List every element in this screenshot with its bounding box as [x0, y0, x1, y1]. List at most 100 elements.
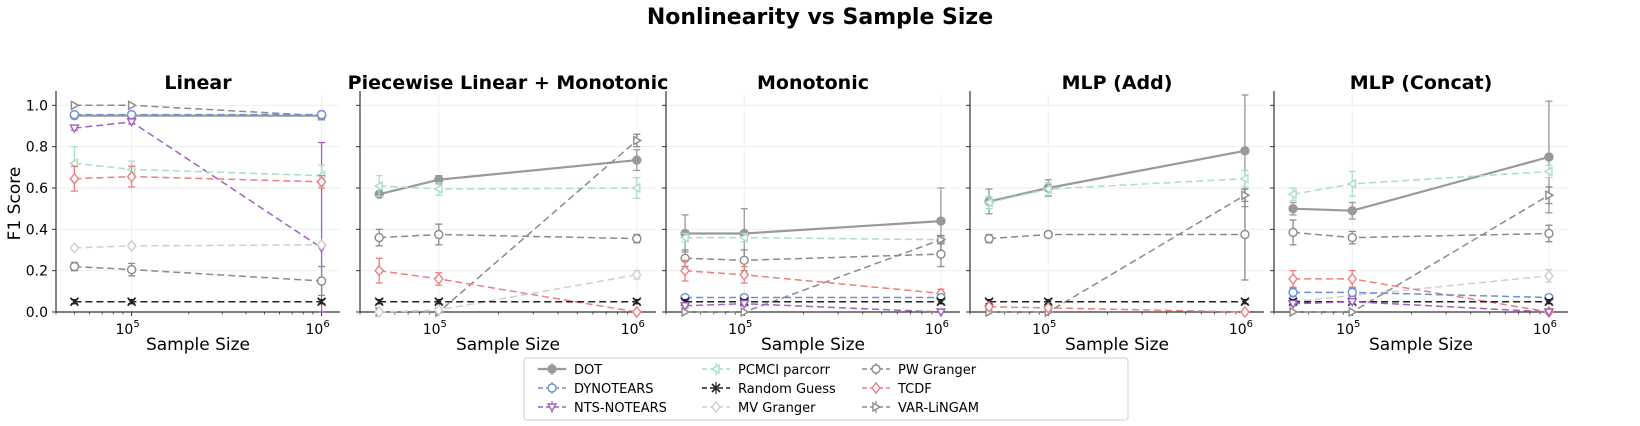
data-point — [1544, 269, 1554, 282]
data-point — [126, 109, 137, 120]
y-axis-label: F1 Score — [5, 167, 25, 241]
panel-title: Linear — [164, 72, 232, 94]
x-tick-label: 105 — [1336, 319, 1360, 338]
data-point — [1347, 297, 1358, 308]
data-point — [126, 118, 137, 128]
legend-marker — [711, 400, 721, 414]
data-point — [1043, 297, 1053, 307]
data-point — [679, 302, 691, 312]
panel-title: MLP (Concat) — [1350, 72, 1493, 94]
series-nts-notears — [1287, 297, 1555, 318]
legend-label: TCDF — [897, 382, 932, 397]
x-axis-label: Sample Size — [1369, 335, 1473, 355]
data-point — [739, 300, 750, 310]
data-point — [126, 239, 137, 252]
legend-label: NTS-NOTEARS — [574, 401, 667, 416]
data-point — [935, 308, 947, 318]
data-point — [1347, 232, 1357, 243]
data-point — [631, 182, 641, 194]
data-point — [984, 233, 994, 244]
legend-entry-pw-granger: PW Granger — [862, 363, 977, 378]
data-point — [631, 268, 642, 281]
y-tick-label: 0.0 — [26, 305, 48, 321]
data-point — [631, 305, 642, 319]
series-line — [379, 185, 637, 190]
legend-label: VAR-LiNGAM — [898, 401, 979, 416]
data-point — [434, 229, 444, 240]
data-point — [1287, 300, 1299, 310]
panel-linear: 0.0 0.2 0.4 0.6 0.8 1.0 105 106 Linear Sample Siz… — [5, 72, 340, 355]
panel-title: Piecewise Linear + Monotonic — [348, 72, 669, 94]
data-point — [69, 157, 79, 169]
data-point — [1240, 146, 1250, 156]
legend-entry-tcdf: TCDF — [862, 381, 932, 397]
data-point — [1288, 227, 1298, 238]
series-dot — [69, 110, 327, 121]
panels: 0.0 0.2 0.4 0.6 0.8 1.0 105 106 Linear Sample Siz… — [5, 72, 1568, 355]
series-dot — [1288, 100, 1554, 220]
data-point — [679, 232, 689, 243]
legend-marker — [871, 364, 881, 374]
series-line — [74, 265, 322, 282]
x-tick-label: 106 — [1533, 319, 1557, 338]
legend-entry-random-guess: Random Guess — [702, 382, 836, 397]
legend-entry-nts-notears: NTS-NOTEARS — [538, 401, 667, 416]
data-point — [984, 300, 994, 313]
data-point — [433, 272, 444, 286]
data-point — [373, 180, 383, 192]
series-line — [379, 233, 637, 240]
series-pw-granger — [69, 261, 327, 297]
legend: DOT DYNOTEARS NTS-NOTEARS PCMCI parcorr Rand… — [523, 357, 1129, 421]
data-point — [433, 183, 443, 195]
data-point — [983, 197, 993, 208]
legend-marker — [710, 363, 720, 375]
legend-marker — [546, 403, 558, 413]
data-point — [316, 276, 327, 286]
series-pw-granger — [680, 241, 946, 272]
data-point — [374, 297, 384, 307]
series-pw-granger — [374, 223, 642, 247]
legend-label: DOT — [574, 363, 602, 378]
data-point — [69, 241, 80, 255]
y-tick-label: 0.6 — [26, 181, 48, 197]
series-dynotears — [680, 292, 946, 303]
series-var-lingam — [985, 188, 1251, 318]
series-tcdf — [374, 257, 642, 319]
data-point — [374, 305, 385, 319]
data-point — [1239, 173, 1249, 184]
series-line — [1293, 231, 1549, 239]
data-point — [1043, 301, 1054, 314]
series-mv-granger — [69, 238, 327, 255]
series-pcmci-parcorr — [1287, 164, 1553, 202]
data-point — [936, 249, 946, 259]
x-axis-label: Sample Size — [456, 335, 560, 355]
series-var-lingam — [1289, 186, 1555, 318]
series-mv-granger — [374, 268, 642, 319]
series-line — [74, 175, 322, 183]
data-point — [632, 297, 642, 307]
x-axis-label: Sample Size — [761, 335, 865, 355]
data-point — [1346, 178, 1356, 190]
series-line — [379, 139, 638, 313]
series-line — [379, 274, 637, 313]
series-dynotears — [69, 109, 327, 120]
series-random-guess — [69, 297, 327, 307]
data-point — [1288, 287, 1298, 298]
series-line — [379, 269, 637, 313]
data-point — [740, 306, 750, 318]
data-point — [632, 233, 642, 244]
data-point — [1240, 305, 1250, 319]
x-axis-label: Sample Size — [1065, 335, 1169, 355]
data-point — [633, 135, 643, 146]
series-line — [74, 244, 322, 249]
data-point — [739, 268, 750, 281]
legend-entry-var-lingam: VAR-LiNGAM — [862, 401, 979, 416]
legend-entry-mv-granger: MV Granger — [702, 400, 816, 416]
data-point — [1241, 190, 1251, 201]
data-point — [434, 297, 444, 307]
legend-label: PW Granger — [898, 363, 977, 378]
series-tcdf — [69, 165, 327, 192]
data-point — [316, 109, 327, 120]
legend-marker — [547, 364, 557, 374]
y-tick-label: 1.0 — [26, 98, 48, 114]
